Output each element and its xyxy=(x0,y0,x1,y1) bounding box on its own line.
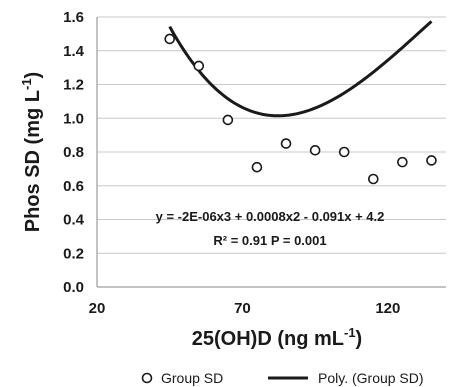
y-axis-title-text: Phos SD (mg L xyxy=(22,90,44,232)
y-tick-label: 0.2 xyxy=(63,245,84,262)
data-point xyxy=(397,156,408,168)
trendline-path xyxy=(168,20,433,118)
data-point xyxy=(367,173,379,185)
gridlines xyxy=(97,16,446,254)
y-tick-label: 0.0 xyxy=(63,279,84,296)
legend: Group SD Poly. (Group SD) xyxy=(141,370,424,386)
legend-label-group-sd: Group SD xyxy=(161,370,223,386)
x-tick-label: 70 xyxy=(234,300,251,317)
x-tick-label: 120 xyxy=(375,300,400,317)
y-tick-label: 1.4 xyxy=(63,43,85,60)
data-point xyxy=(251,161,263,173)
y-tick-label: 1.2 xyxy=(63,77,84,94)
x-tick-labels: 20 70 120 xyxy=(89,300,401,317)
data-point xyxy=(222,114,234,126)
y-axis-title: Phos SD (mg L-1) xyxy=(19,72,44,232)
legend-marker-group-sd xyxy=(141,372,153,384)
y-tick-label: 1.0 xyxy=(63,110,84,127)
trendline-series xyxy=(168,20,433,118)
y-tick-label: 0.4 xyxy=(63,212,85,229)
data-point xyxy=(164,33,176,45)
y-axis-title-close: ) xyxy=(22,72,44,79)
axes xyxy=(96,17,446,288)
y-tick-label: 0.8 xyxy=(63,144,84,161)
x-axis-title-text: 25(OH)D (ng mL xyxy=(192,328,344,350)
stats-label: R² = 0.91 P = 0.001 xyxy=(213,233,326,248)
data-point xyxy=(193,60,205,72)
data-point xyxy=(338,146,350,158)
y-tick-label: 1.6 xyxy=(63,9,84,26)
data-point xyxy=(426,155,437,166)
x-axis-title-close: ) xyxy=(356,328,363,350)
y-tick-label: 0.6 xyxy=(63,178,84,195)
annotation: y = -2E-06x3 + 0.0008x2 - 0.091x + 4.2 R… xyxy=(156,209,385,248)
equation-label: y = -2E-06x3 + 0.0008x2 - 0.091x + 4.2 xyxy=(156,209,385,224)
x-axis-title-sup: -1 xyxy=(344,325,356,340)
x-tick-label: 20 xyxy=(89,300,106,317)
y-axis-title-sup: -1 xyxy=(19,78,34,90)
data-point xyxy=(280,138,292,149)
data-point xyxy=(309,145,321,156)
x-axis-title: 25(OH)D (ng mL-1) xyxy=(192,325,362,350)
y-tick-labels: 0.0 0.2 0.4 0.6 0.8 1.0 1.2 1.4 1.6 xyxy=(63,9,85,296)
legend-label-poly: Poly. (Group SD) xyxy=(318,370,424,386)
scatter-series xyxy=(164,33,437,185)
